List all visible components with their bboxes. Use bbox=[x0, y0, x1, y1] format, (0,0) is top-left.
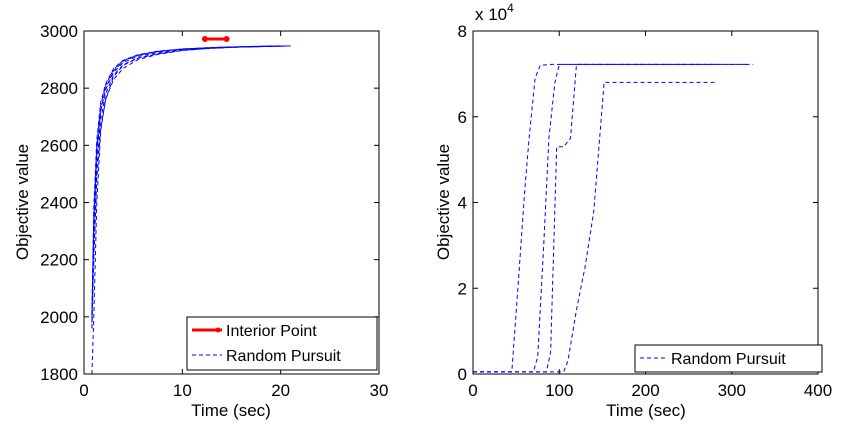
legend-label-random-pursuit: Random Pursuit bbox=[226, 348, 341, 365]
y-tick-label: 1800 bbox=[40, 365, 78, 384]
plot-frame bbox=[472, 30, 819, 375]
series-line-random-pursuit bbox=[473, 81, 715, 373]
axis-ticks: 0 100 200 300 400 0 2 4 6 8 bbox=[458, 22, 833, 400]
y-tick-label: 2800 bbox=[40, 79, 78, 98]
y-tick-label: 8 bbox=[458, 22, 467, 41]
x-tick-label: 20 bbox=[271, 381, 290, 400]
series-line-random-pursuit bbox=[473, 63, 749, 373]
series-line-random-pursuit bbox=[91, 45, 291, 329]
y-axis-label: Objective value bbox=[434, 144, 453, 260]
x-tick-label: 400 bbox=[804, 381, 832, 400]
legend-marker-interior-point bbox=[215, 327, 221, 333]
plot-lines bbox=[473, 63, 754, 373]
x-axis-label: Time (sec) bbox=[191, 401, 271, 420]
x-tick-label: 30 bbox=[370, 381, 389, 400]
legend: Random Pursuit bbox=[634, 344, 823, 373]
x-tick-label: 0 bbox=[468, 381, 477, 400]
y-axis-label: Objective value bbox=[13, 144, 32, 260]
series-line-random-pursuit bbox=[473, 63, 754, 373]
y-tick-label: 2000 bbox=[40, 308, 78, 327]
x-tick-label: 10 bbox=[173, 381, 192, 400]
legend-label-interior-point: Interior Point bbox=[226, 323, 317, 340]
series-point-interior-point bbox=[201, 36, 208, 43]
legend-box bbox=[634, 344, 823, 373]
series-line-random-pursuit bbox=[473, 63, 715, 373]
x-tick-label: 200 bbox=[631, 381, 659, 400]
x-tick-label: 100 bbox=[545, 381, 573, 400]
y-tick-label: 2600 bbox=[40, 136, 78, 155]
legend: Interior Point Random Pursuit bbox=[186, 316, 378, 371]
x-axis-label: Time (sec) bbox=[606, 401, 686, 420]
plot-lines bbox=[91, 36, 291, 375]
y-tick-label: 4 bbox=[458, 194, 467, 213]
y-tick-label: 3000 bbox=[40, 22, 78, 41]
series-line-random-pursuit bbox=[91, 45, 291, 323]
y-tick-label: 0 bbox=[458, 365, 467, 384]
series-point-interior-point bbox=[223, 36, 230, 43]
legend-label-random-pursuit: Random Pursuit bbox=[671, 351, 786, 368]
y-tick-label: 2 bbox=[458, 279, 467, 298]
series-line-random-pursuit bbox=[91, 45, 281, 315]
series-line-random-pursuit bbox=[91, 45, 291, 320]
chart-objective-vs-time-left: 0 10 20 30 1800 2000 2200 2400 2600 2800 3000 Time… bbox=[13, 22, 388, 420]
y-tick-label: 6 bbox=[458, 108, 467, 127]
series-line-random-pursuit bbox=[91, 45, 281, 317]
y-axis-multiplier-exponent: 4 bbox=[507, 1, 514, 15]
legend-box bbox=[186, 316, 378, 371]
series-line-random-pursuit bbox=[91, 45, 281, 329]
x-tick-label: 0 bbox=[79, 381, 88, 400]
axis-ticks: 0 10 20 30 1800 2000 2200 2400 2600 2800 3000 bbox=[40, 22, 388, 400]
y-tick-label: 2200 bbox=[40, 251, 78, 270]
series-line-random-pursuit bbox=[91, 45, 291, 375]
x-tick-label: 300 bbox=[718, 381, 746, 400]
y-axis-multiplier-base: x 10 bbox=[475, 5, 507, 24]
y-axis-multiplier: x 104 bbox=[475, 1, 514, 24]
y-tick-label: 2400 bbox=[40, 194, 78, 213]
